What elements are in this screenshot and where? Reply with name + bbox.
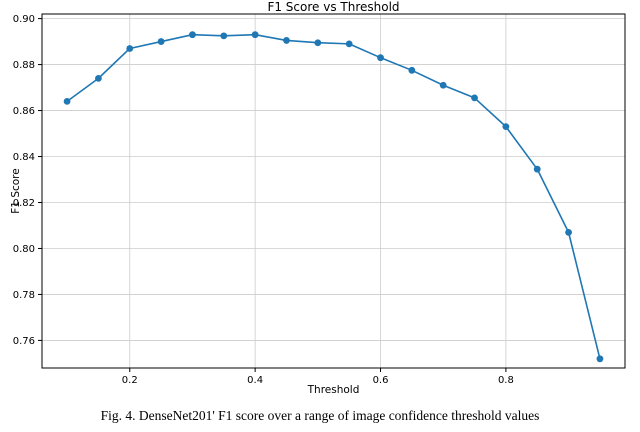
x-axis-label: Threshold: [307, 384, 360, 396]
x-tick-label: 0.2: [122, 375, 138, 386]
data-point: [471, 94, 478, 102]
series-line: [66, 33, 601, 359]
y-tick-label: 0.90: [13, 14, 35, 25]
data-point: [596, 355, 604, 363]
data-point: [189, 31, 196, 39]
chart-title: F1 Score vs Threshold: [267, 0, 400, 14]
data-point: [408, 66, 416, 74]
data-point: [565, 228, 572, 236]
y-tick-label: 0.76: [13, 336, 35, 347]
data-point: [377, 54, 384, 62]
data-point: [314, 39, 322, 47]
data-point: [283, 37, 290, 44]
data-point: [533, 165, 541, 173]
data-point: [95, 74, 102, 82]
figure-caption: Fig. 4. DenseNet201' F1 score over a ran…: [100, 408, 540, 423]
x-tick-label: 0.6: [373, 375, 389, 386]
y-tick-label: 0.88: [13, 60, 35, 71]
y-tick-label: 0.82: [13, 198, 35, 209]
data-point: [439, 81, 447, 89]
y-tick-label: 0.86: [13, 106, 35, 117]
data-point: [502, 123, 510, 131]
plot-border: [41, 13, 626, 369]
y-tick-label: 0.78: [13, 290, 35, 301]
data-point: [126, 45, 134, 52]
y-tick-label: 0.80: [13, 244, 35, 255]
x-tick-label: 0.4: [247, 375, 263, 386]
data-point: [63, 97, 71, 105]
data-point: [251, 31, 259, 39]
line-chart: 0.76 0.78 0.80 0.82 0.84 0.86 0.88 0.90 0.2 0.4 0.…: [13, 13, 626, 386]
data-point: [157, 38, 165, 45]
x-tick-label: 0.8: [498, 375, 514, 386]
data-point: [220, 32, 228, 40]
y-axis-label: F1 Score: [10, 168, 22, 214]
data-point: [345, 40, 353, 48]
y-tick-label: 0.84: [13, 152, 35, 163]
